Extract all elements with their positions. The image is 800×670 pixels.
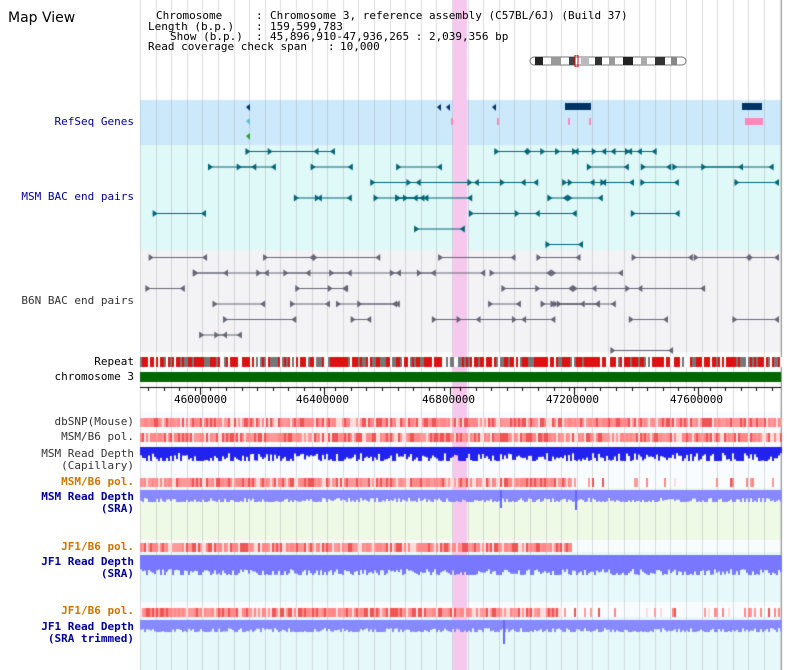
track-label-refseq[interactable]: RefSeq Genes — [54, 115, 134, 128]
track-label-msm-depth-sra-1[interactable]: MSM Read Depth — [41, 490, 134, 503]
length-value: 159,599,783 — [270, 20, 343, 33]
length-key: Length (b.p.) — [148, 20, 235, 33]
track-label-dbsnp[interactable]: dbSNP(Mouse) — [54, 415, 134, 428]
show-key: Show (b.p.) — [170, 30, 243, 43]
chromosome-ideogram[interactable] — [529, 52, 687, 68]
track-label-msm-depth-sra-2: (SRA) — [100, 502, 134, 515]
track-label-jf1-depth-trimmed-1[interactable]: JF1 Read Depth — [41, 620, 134, 633]
ruler-tick-label: 46400000 — [296, 393, 349, 406]
track-label-msm-depth-capillary-1[interactable]: MSM Read Depth — [41, 447, 134, 460]
track-label-jf1-depth-trimmed-2: (SRA trimmed) — [47, 632, 134, 645]
page-title: Map View — [8, 10, 76, 26]
track-label-msm-depth-capillary-2: (Capillary) — [61, 459, 134, 472]
coverage-value: 10,000 — [340, 40, 380, 53]
ruler-tick-label: 46000000 — [174, 393, 227, 406]
track-label-b6n-bac[interactable]: B6N BAC end pairs — [21, 294, 134, 307]
track-label-msm-bac[interactable]: MSM BAC end pairs — [21, 190, 134, 203]
track-label-chromosome[interactable]: chromosome 3 — [54, 370, 134, 383]
chromosome-key: Chromosome — [156, 9, 223, 22]
track-label-msm-b6-pol-sra[interactable]: MSM/B6 pol. — [61, 475, 134, 488]
chromosome-value: Chromosome 3, reference assembly (C57BL/… — [270, 9, 628, 22]
track-label-jf1-b6-pol-trimmed[interactable]: JF1/B6 pol. — [61, 604, 134, 617]
track-label-jf1-depth-sra-1[interactable]: JF1 Read Depth — [41, 555, 134, 568]
track-label-jf1-b6-pol[interactable]: JF1/B6 pol. — [61, 540, 134, 553]
ruler-tick-label: 47200000 — [546, 393, 599, 406]
track-label-jf1-depth-sra-2: (SRA) — [100, 567, 134, 580]
track-label-msm-b6-pol[interactable]: MSM/B6 pol. — [61, 430, 134, 443]
ruler-tick-label: 47600000 — [670, 393, 723, 406]
ruler-tick-label: 46800000 — [422, 393, 475, 406]
show-value: 45,896,910-47,936,265 : 2,039,356 bp — [270, 30, 509, 43]
track-label-repeat[interactable]: Repeat — [94, 355, 134, 368]
coverage-key: Read coverage check span — [148, 40, 307, 53]
